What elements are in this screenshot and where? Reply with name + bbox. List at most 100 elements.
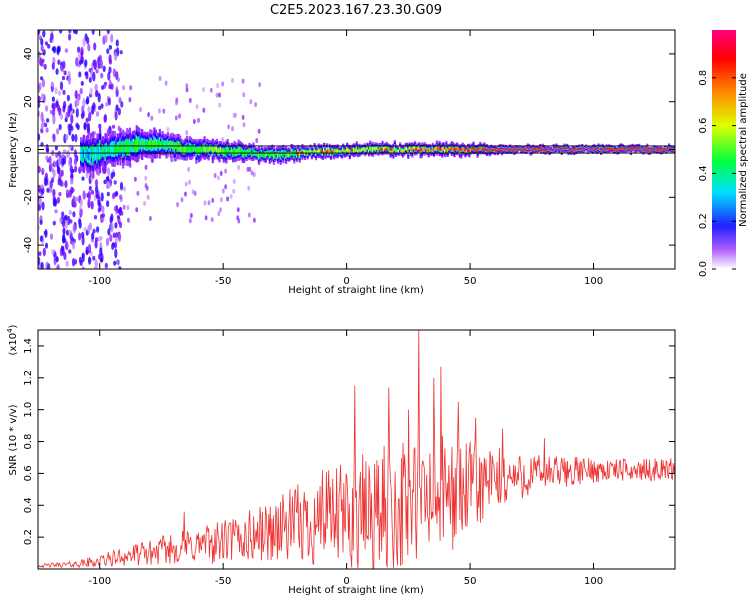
- band-cell: [481, 147, 485, 151]
- noise-cell: [188, 218, 192, 224]
- band-cell: [404, 147, 407, 150]
- noise-cell: [254, 102, 257, 108]
- noise-cell: [143, 200, 147, 206]
- noise-cell: [187, 166, 191, 172]
- band-cell: [168, 142, 171, 147]
- noise-cell: [73, 148, 77, 159]
- band-cell: [97, 147, 100, 156]
- noise-cell: [69, 219, 73, 224]
- noise-cell: [40, 38, 44, 46]
- band-cell: [601, 146, 604, 149]
- colorbar-ticks: 0.0 0.2 0.4 0.6 0.8: [698, 70, 736, 277]
- peak-cell: [656, 148, 660, 151]
- band-cell: [669, 147, 672, 150]
- noise-cell: [52, 102, 56, 112]
- band-cell: [183, 147, 186, 153]
- band-cell: [574, 149, 577, 152]
- band-cell: [222, 149, 225, 155]
- noise-cell: [111, 124, 116, 129]
- noise-cell: [56, 47, 60, 54]
- band-cell: [115, 147, 118, 154]
- noise-cell: [112, 68, 116, 78]
- noise-cell: [107, 128, 111, 137]
- band-cell: [130, 143, 133, 150]
- noise-cell: [44, 177, 49, 186]
- band-cell: [442, 146, 445, 150]
- band-cell: [596, 150, 599, 152]
- band-cell: [491, 148, 494, 151]
- band-cell: [202, 146, 205, 152]
- noise-cell: [92, 255, 96, 261]
- noise-cell: [38, 30, 41, 34]
- noise-cell: [58, 124, 62, 131]
- band-cell: [312, 151, 315, 154]
- noise-cell: [74, 30, 78, 35]
- noise-cell: [94, 259, 98, 266]
- band-cell: [480, 147, 483, 150]
- snr-y-tick-label: 1.2: [23, 370, 34, 386]
- noise-cell: [84, 71, 88, 76]
- band-cell: [422, 147, 425, 151]
- noise-cell: [111, 242, 115, 251]
- band-cell: [196, 148, 199, 153]
- noise-cell: [120, 210, 124, 216]
- noise-cell: [102, 65, 106, 73]
- band-cell: [180, 146, 183, 152]
- noise-cell: [77, 52, 81, 62]
- noise-cell: [51, 249, 55, 255]
- band-cell: [551, 150, 554, 152]
- band-cell: [261, 153, 265, 157]
- noise-cell: [41, 167, 45, 176]
- band-cell: [563, 147, 566, 150]
- band-cell: [90, 148, 93, 156]
- noise-cell: [106, 30, 110, 35]
- band-cell: [146, 141, 149, 149]
- band-cell: [495, 148, 498, 150]
- band-cell: [579, 149, 582, 151]
- noise-cell: [38, 184, 42, 192]
- noise-cell: [116, 259, 120, 266]
- band-cell: [668, 146, 671, 149]
- noise-cell: [85, 249, 89, 255]
- band-cell: [395, 149, 398, 153]
- spectrogram-y-tick-label: -20: [23, 189, 34, 205]
- peak-cell: [453, 148, 457, 151]
- noise-cell: [227, 124, 231, 130]
- band-cell: [116, 145, 119, 154]
- noise-cell: [64, 214, 68, 221]
- noise-cell: [93, 42, 97, 51]
- peak-cell: [532, 148, 536, 151]
- band-cell: [295, 153, 299, 157]
- noise-cell: [101, 213, 105, 218]
- band-cell: [323, 148, 326, 152]
- noise-cell: [242, 122, 246, 128]
- band-cell: [468, 148, 471, 153]
- noise-cell: [50, 81, 55, 88]
- noise-cell: [38, 166, 41, 173]
- band-cell: [217, 149, 220, 154]
- noise-cell: [68, 144, 72, 150]
- noise-cell: [88, 185, 92, 191]
- noise-cell: [52, 136, 56, 143]
- noise-cell: [257, 128, 261, 134]
- band-cell: [107, 147, 110, 154]
- band-cell: [81, 150, 84, 159]
- band-cell: [347, 148, 350, 152]
- noise-cell: [75, 122, 79, 129]
- band-cell: [173, 144, 176, 152]
- band-cell: [407, 149, 410, 154]
- band-cell: [647, 150, 650, 152]
- peak-cell: [508, 148, 512, 151]
- noise-cell: [112, 232, 116, 239]
- band-cell: [446, 149, 449, 153]
- noise-cell: [81, 266, 85, 269]
- band-cell: [381, 146, 384, 150]
- noise-cell: [70, 186, 74, 195]
- noise-cell: [95, 193, 99, 199]
- noise-cell: [79, 199, 83, 207]
- band-cell: [157, 141, 160, 147]
- noise-cell: [83, 227, 87, 232]
- noise-cell: [96, 226, 100, 233]
- band-cell: [293, 152, 296, 157]
- band-cell: [147, 142, 151, 148]
